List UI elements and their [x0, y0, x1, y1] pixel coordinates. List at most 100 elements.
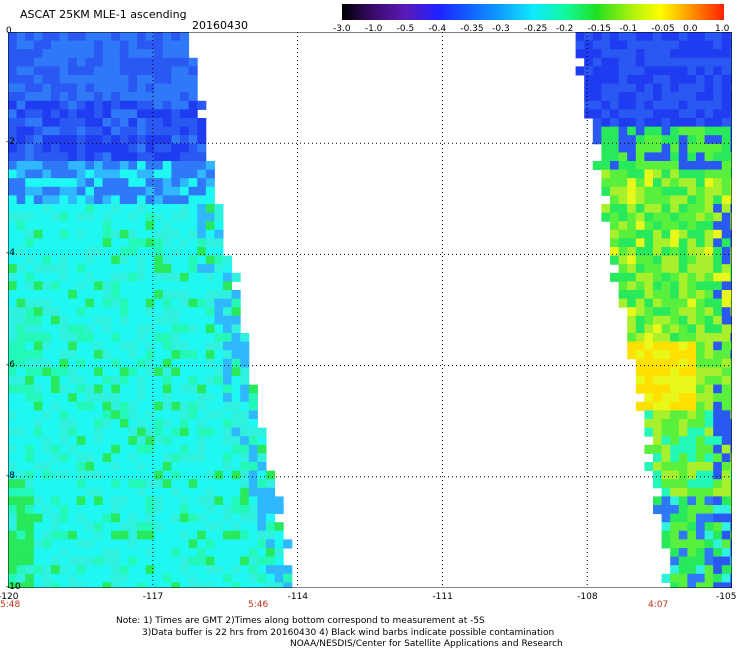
- swath-cell: [197, 427, 207, 437]
- east-swath: [575, 32, 732, 588]
- swath-cell: [25, 393, 35, 403]
- swath-cell: [704, 238, 714, 248]
- swath-cell: [248, 539, 258, 549]
- swath-cell: [704, 212, 714, 222]
- swath-cell: [661, 453, 671, 463]
- swath-cell: [231, 307, 241, 317]
- swath-cell: [618, 143, 628, 153]
- swath-cell: [8, 315, 18, 325]
- swath-cell: [94, 539, 104, 549]
- swath-cell: [188, 57, 198, 67]
- swath-cell: [68, 565, 78, 575]
- swath-cell: [721, 410, 731, 420]
- swath-cell: [678, 479, 688, 489]
- swath-cell: [8, 358, 18, 368]
- swath-cell: [119, 178, 129, 188]
- swath-cell: [670, 384, 680, 394]
- swath-cell: [644, 143, 654, 153]
- swath-cell: [76, 229, 86, 239]
- swath-cell: [128, 573, 138, 583]
- swath-cell: [653, 272, 663, 282]
- swath-cell: [128, 350, 138, 360]
- swath-cell: [721, 212, 731, 222]
- swath-cell: [661, 195, 671, 205]
- swath-cell: [8, 298, 18, 308]
- swath-cell: [137, 556, 147, 566]
- swath-cell: [145, 49, 155, 59]
- swath-cell: [25, 479, 35, 489]
- swath-cell: [678, 238, 688, 248]
- swath-cell: [25, 49, 35, 59]
- swath-cell: [618, 195, 628, 205]
- swath-cell: [111, 358, 121, 368]
- swath-cell: [584, 92, 594, 102]
- swath-cell: [51, 530, 61, 540]
- swath-cell: [42, 238, 52, 248]
- swath-cell: [257, 496, 267, 506]
- swath-cell: [687, 75, 697, 85]
- swath-cell: [25, 350, 35, 360]
- swath-cell: [610, 126, 620, 136]
- swath-cell: [188, 221, 198, 231]
- swath-cell: [713, 49, 723, 59]
- swath-cell: [644, 315, 654, 325]
- swath-cell: [713, 333, 723, 343]
- swath-cell: [197, 376, 207, 386]
- swath-cell: [627, 178, 637, 188]
- swath-cell: [111, 264, 121, 274]
- swath-cell: [51, 487, 61, 497]
- swath-cell: [240, 539, 250, 549]
- swath-cell: [51, 100, 61, 110]
- swath-cell: [248, 522, 258, 532]
- colorbar-label: -0.25: [524, 24, 548, 34]
- swath-cell: [16, 341, 26, 351]
- swath-cell: [59, 83, 69, 93]
- swath-cell: [678, 143, 688, 153]
- swath-cell: [704, 341, 714, 351]
- swath-cell: [205, 169, 215, 179]
- swath-cell: [68, 83, 78, 93]
- swath-cell: [188, 376, 198, 386]
- swath-cell: [33, 427, 43, 437]
- swath-cell: [730, 350, 732, 360]
- swath-cell: [248, 470, 258, 480]
- swath-cell: [197, 281, 207, 291]
- swath-cell: [601, 66, 611, 76]
- swath-cell: [102, 565, 112, 575]
- swath-cell: [145, 548, 155, 558]
- swath-cell: [111, 444, 121, 454]
- swath-cell: [713, 186, 723, 196]
- swath-cell: [94, 212, 104, 222]
- swath-cell: [266, 496, 276, 506]
- swath-cell: [721, 152, 731, 162]
- swath-cell: [42, 100, 52, 110]
- swath-cell: [76, 298, 86, 308]
- swath-cell: [730, 32, 732, 42]
- swath-cell: [266, 522, 276, 532]
- swath-cell: [653, 264, 663, 274]
- swath-cell: [16, 100, 26, 110]
- swath-cell: [8, 135, 18, 145]
- swath-cell: [713, 582, 723, 588]
- swath-cell: [119, 505, 129, 515]
- swath-cell: [42, 548, 52, 558]
- swath-cell: [25, 470, 35, 480]
- swath-cell: [635, 118, 645, 128]
- swath-cell: [8, 324, 18, 334]
- swath-cell: [171, 401, 181, 411]
- swath-cell: [713, 479, 723, 489]
- swath-cell: [145, 40, 155, 50]
- swath-cell: [94, 264, 104, 274]
- swath-cell: [145, 479, 155, 489]
- swath-cell: [8, 255, 18, 265]
- swath-cell: [644, 272, 654, 282]
- swath-cell: [68, 367, 78, 377]
- swath-cell: [696, 238, 706, 248]
- swath-cell: [180, 401, 190, 411]
- swath-cell: [205, 229, 215, 239]
- swath-cell: [205, 367, 215, 377]
- swath-cell: [33, 333, 43, 343]
- swath-cell: [8, 393, 18, 403]
- swath-cell: [8, 530, 18, 540]
- swath-cell: [51, 66, 61, 76]
